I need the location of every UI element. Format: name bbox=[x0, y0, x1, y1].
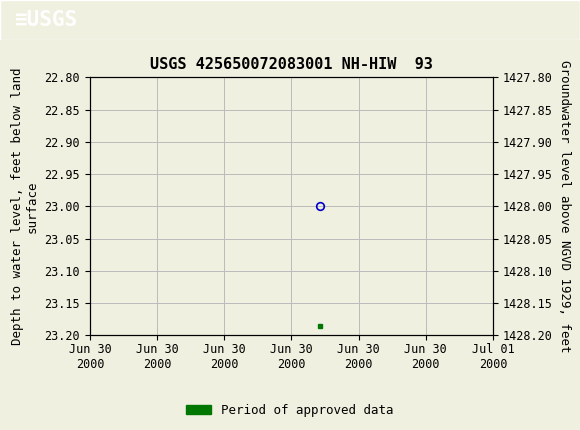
Y-axis label: Groundwater level above NGVD 1929, feet: Groundwater level above NGVD 1929, feet bbox=[558, 60, 571, 353]
Y-axis label: Depth to water level, feet below land
surface: Depth to water level, feet below land su… bbox=[11, 68, 39, 345]
Text: ≡USGS: ≡USGS bbox=[14, 10, 78, 30]
Legend: Period of approved data: Period of approved data bbox=[181, 399, 399, 421]
Title: USGS 425650072083001 NH-HIW  93: USGS 425650072083001 NH-HIW 93 bbox=[150, 57, 433, 72]
